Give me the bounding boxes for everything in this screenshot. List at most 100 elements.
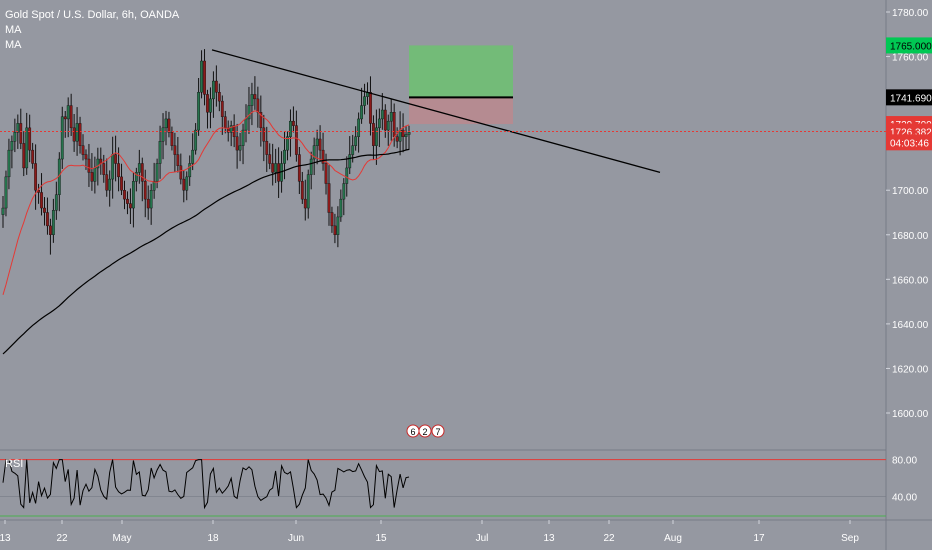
event-badge-label: 7	[435, 427, 440, 437]
candle-body	[238, 145, 242, 151]
candle-body	[380, 109, 384, 120]
candle-body	[303, 198, 307, 209]
candle-body	[241, 129, 245, 146]
candle-body	[407, 132, 411, 135]
price-tick-label: 1660.00	[892, 275, 929, 286]
candle-body	[345, 167, 349, 184]
candle-body	[173, 145, 177, 155]
candle-body	[170, 132, 174, 146]
candle-body	[297, 154, 301, 182]
candle-body	[155, 163, 159, 182]
candle-body	[46, 212, 49, 227]
candle-body	[363, 96, 366, 106]
candle-body	[134, 172, 138, 182]
rsi-tick-label: 40.00	[892, 493, 917, 504]
time-tick-label: May	[113, 533, 132, 544]
candle-body	[342, 183, 346, 200]
candle-body	[354, 136, 358, 146]
candle-body	[78, 123, 82, 146]
candle-body	[289, 120, 292, 137]
rsi-indicator-label[interactable]: RSI	[5, 458, 24, 470]
candle-body	[102, 163, 106, 175]
candle-body	[25, 127, 29, 169]
candle-body	[212, 80, 215, 100]
price-tick-label: 1620.00	[892, 364, 929, 375]
candle-body	[235, 136, 239, 151]
candle-body	[7, 149, 11, 178]
time-tick-label: 22	[56, 533, 68, 544]
candle-body	[351, 145, 355, 155]
chart-legend: Gold Spot / U.S. Dollar, 6h, OANDA MA MA	[5, 8, 179, 53]
candle-body	[223, 116, 227, 129]
candle-body	[247, 105, 251, 120]
candle-body	[369, 91, 372, 124]
candle-body	[377, 118, 381, 129]
candle-body	[209, 98, 212, 113]
trendline	[211, 49, 661, 174]
candle-body	[40, 192, 43, 209]
candle-body	[161, 127, 165, 142]
candle-body	[1, 207, 5, 215]
candle-body	[10, 141, 14, 151]
candle-body	[360, 105, 363, 120]
ma-indicator-label-1[interactable]: MA	[5, 24, 22, 36]
candle-body	[117, 163, 120, 178]
time-tick-label: 15	[375, 533, 387, 544]
candles-group	[1, 49, 411, 255]
candle-body	[256, 98, 260, 113]
candle-body	[312, 145, 316, 160]
candle-body	[81, 145, 85, 155]
candle-body	[191, 149, 195, 164]
candle-body	[194, 129, 198, 151]
candle-body	[87, 158, 91, 173]
event-badge-icon	[418, 424, 432, 438]
time-tick-label: 22	[603, 533, 615, 544]
candle-body	[49, 225, 52, 235]
candle-body	[158, 141, 162, 164]
candle-body	[300, 181, 304, 200]
candle-body	[200, 60, 203, 93]
candle-body	[63, 116, 67, 120]
price-label-last: 1726.382	[890, 127, 932, 138]
candle-body	[54, 194, 58, 211]
candle-body	[327, 183, 331, 213]
candle-body	[16, 123, 20, 133]
ma-fast-line	[2, 110, 410, 295]
candle-body	[126, 198, 129, 204]
candle-body	[84, 154, 88, 160]
price-tick-label: 1760.00	[892, 53, 929, 64]
candle-body	[143, 181, 147, 200]
candle-body	[229, 125, 233, 133]
candle-body	[336, 216, 340, 235]
candle-body	[22, 143, 26, 169]
price-label-countdown: 04:03:46	[890, 138, 929, 149]
price-label-countdown-bg	[886, 134, 932, 151]
candle-body	[164, 118, 168, 129]
candle-body	[75, 123, 79, 142]
candle-body	[324, 163, 328, 184]
symbol-title[interactable]: Gold Spot / U.S. Dollar, 6h, OANDA	[5, 9, 180, 21]
time-tick-label: 13	[543, 533, 555, 544]
candle-body	[93, 167, 97, 182]
candle-body	[123, 190, 126, 200]
event-badge-label: 2	[422, 427, 427, 437]
ma-indicator-label-2[interactable]: MA	[5, 39, 22, 51]
candle-body	[348, 154, 352, 169]
candle-body	[392, 112, 396, 137]
candle-body	[253, 94, 257, 100]
candle-body	[60, 116, 64, 160]
candle-body	[131, 181, 135, 209]
candle-body	[386, 120, 390, 131]
stop-zone	[409, 97, 513, 125]
candle-body	[43, 207, 46, 213]
candle-body	[214, 80, 218, 93]
event-badge-label: 6	[410, 427, 415, 437]
candle-body	[111, 154, 115, 180]
candle-body	[69, 105, 73, 129]
candle-body	[383, 109, 387, 131]
candle-body	[182, 178, 186, 191]
candle-body	[140, 163, 144, 182]
candle-body	[72, 127, 76, 142]
